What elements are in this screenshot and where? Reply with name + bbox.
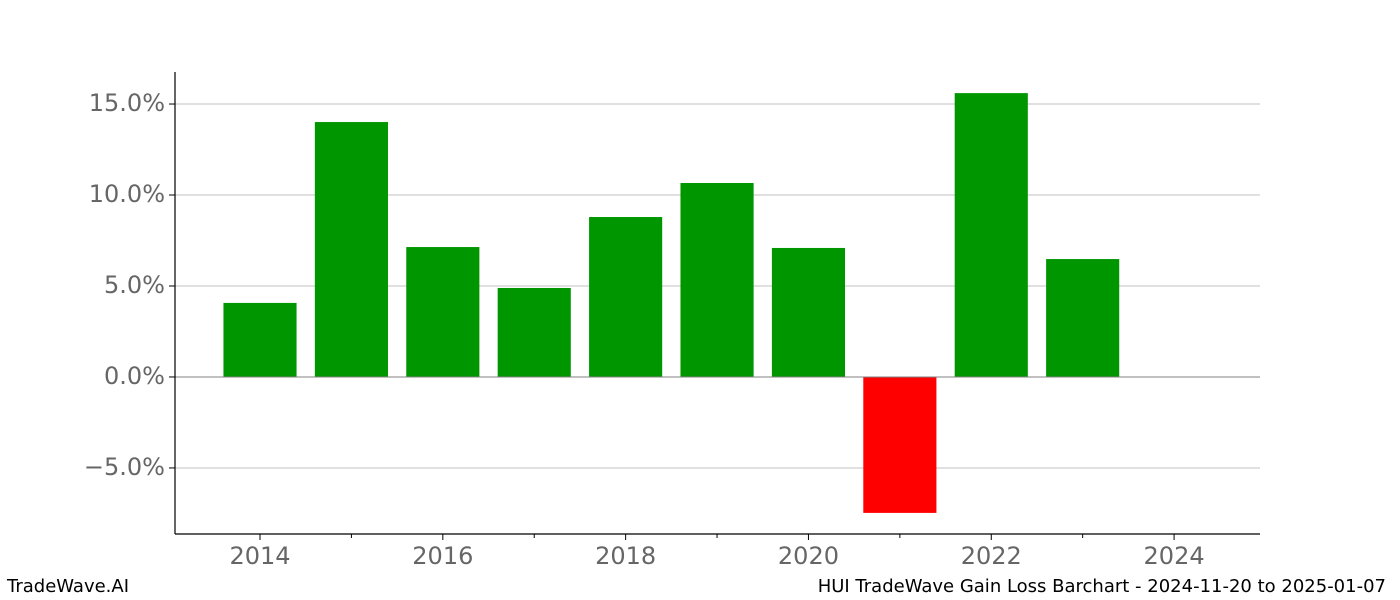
footer-right: HUI TradeWave Gain Loss Barchart - 2024-… xyxy=(818,576,1386,597)
y-tick-label: 0.0% xyxy=(104,362,165,390)
bar xyxy=(954,93,1028,377)
bar xyxy=(223,302,297,377)
y-tick-label: 5.0% xyxy=(104,271,165,299)
x-tick-label: 2024 xyxy=(1144,542,1205,570)
bar xyxy=(771,247,846,377)
bar xyxy=(406,247,480,377)
bar xyxy=(863,376,937,513)
y-tick-label: 15.0% xyxy=(89,89,165,117)
y-tick-label: −5.0% xyxy=(84,453,165,481)
bar xyxy=(680,182,754,377)
y-tick-label: 10.0% xyxy=(89,180,165,208)
x-tick-label: 2018 xyxy=(595,542,656,570)
bar xyxy=(314,122,388,377)
bar xyxy=(589,217,663,377)
bar xyxy=(1046,259,1120,377)
x-tick-label: 2020 xyxy=(778,542,839,570)
footer-left: TradeWave.AI xyxy=(6,576,129,597)
x-tick-label: 2022 xyxy=(961,542,1022,570)
x-tick-label: 2014 xyxy=(229,542,290,570)
x-tick-label: 2016 xyxy=(412,542,473,570)
bar xyxy=(497,287,571,377)
